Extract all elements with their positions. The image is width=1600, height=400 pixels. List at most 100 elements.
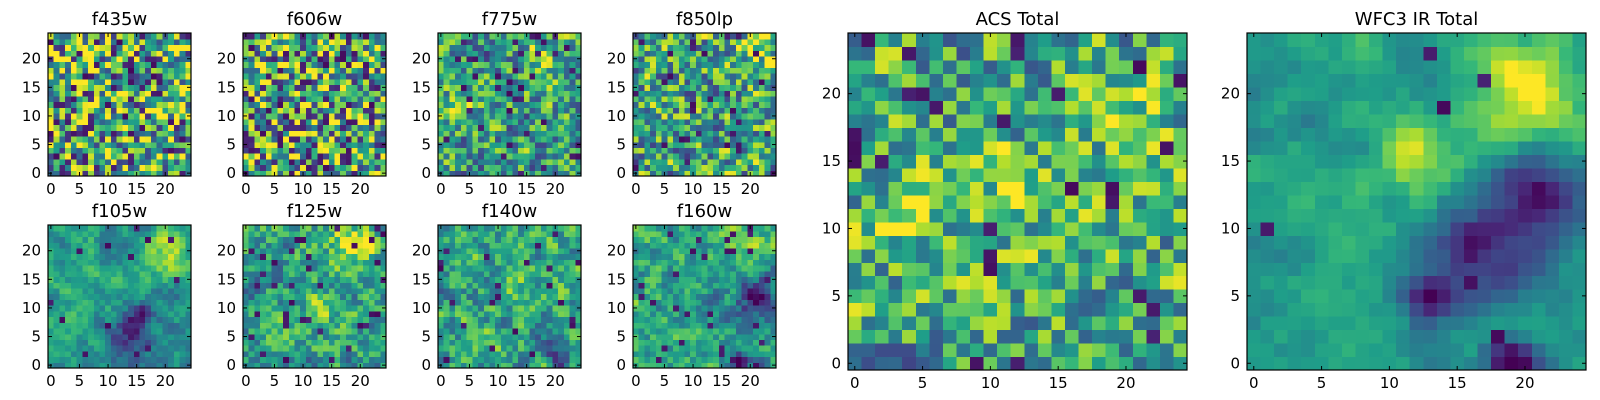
heatmap-cell [741,333,748,340]
heatmap-cell [59,164,66,171]
heatmap-cell [265,55,273,63]
heatmap-cell [305,265,313,272]
heatmap-cell [483,38,491,46]
heatmap-cell [661,322,668,329]
heatmap-cell [173,44,181,51]
heatmap-cell [88,230,95,238]
heatmap-cell [162,299,169,306]
heatmap-cell [500,153,508,160]
heatmap-cell [328,236,336,243]
heatmap-cell [707,299,714,306]
heatmap-cell [128,356,135,363]
heatmap-cell [695,50,703,57]
heatmap-cell [741,287,748,295]
heatmap-cell [558,316,565,323]
heatmap-cell [724,135,731,143]
heatmap-cell [764,90,771,97]
heatmap-cell [460,67,468,74]
heatmap-cell [644,356,651,363]
heatmap-cell [116,310,123,318]
heatmap-cell [684,107,691,114]
heatmap-cell [678,67,686,74]
heatmap-cell [563,259,571,266]
heatmap-cell [455,305,462,312]
chart-title: f606w [287,9,342,30]
heatmap-cell [248,242,256,249]
heatmap-cell [363,67,370,74]
heatmap-cell [374,61,381,68]
heatmap-cell [105,236,112,243]
heatmap-cell [638,299,646,306]
heatmap-cell [575,90,582,97]
heatmap-cell [724,84,731,91]
heatmap-cell [368,158,376,166]
heatmap-cell [678,305,686,312]
heatmap-cell [185,118,192,126]
heatmap-cell [724,282,731,289]
heatmap-cell [667,147,674,154]
heatmap-cell [558,78,565,86]
heatmap-cell [546,270,553,278]
heatmap-cell [518,84,525,91]
heatmap-cell [741,95,748,103]
heatmap-cell [317,247,324,255]
heatmap-cell [334,282,341,289]
heatmap-cell [357,322,364,329]
heatmap-cell [334,247,341,255]
heatmap-cell [512,33,519,40]
heatmap-cell [254,158,261,166]
heatmap-cell [540,78,548,86]
heatmap-cell [294,327,301,335]
heatmap-cell [741,316,748,323]
heatmap-cell [758,101,766,108]
heatmap-cell [128,276,135,283]
heatmap-cell [449,50,456,57]
heatmap-cell [185,242,192,249]
heatmap-cell [695,316,703,323]
heatmap-cell [374,33,381,40]
heatmap-cell [305,270,313,278]
heatmap-cell [552,333,559,340]
heatmap-cell [735,299,743,306]
heatmap-cell [173,67,181,74]
heatmap-cell [145,333,152,340]
heatmap-cell [150,141,158,148]
heatmap-cell [110,362,118,369]
heatmap-cell [569,345,576,352]
heatmap-cell [179,95,186,103]
heatmap-cell [455,90,462,97]
heatmap-cell [741,345,748,352]
heatmap-cell [455,107,462,114]
heatmap-cell [701,170,708,177]
heatmap-cell [59,73,66,80]
heatmap-cell [449,270,456,278]
heatmap-cell [105,333,112,340]
heatmap-cell [288,259,296,266]
heatmap-cell [546,170,553,177]
heatmap-cell [305,350,313,358]
heatmap-cell [443,101,451,108]
heatmap-cell [644,90,651,97]
heatmap-cell [633,124,640,131]
heatmap-cell [741,90,748,97]
heatmap-cell [99,247,106,255]
heatmap-cell [569,350,576,358]
heatmap-cell [76,78,83,86]
heatmap-cell [443,247,451,255]
heatmap-cell [76,130,83,137]
heatmap-cell [695,90,703,97]
heatmap-cell [368,299,376,306]
heatmap-cell [638,316,646,323]
heatmap-cell [93,293,101,300]
heatmap-cell [288,158,296,166]
heatmap-cell [139,78,146,86]
heatmap-cell [730,61,737,68]
heatmap-cell [764,170,771,177]
heatmap-cell [300,141,307,148]
heatmap-cell [328,230,336,238]
heatmap-cell [128,107,135,114]
heatmap-cell [99,38,106,46]
heatmap-cell [139,118,146,126]
heatmap-cell [110,270,118,278]
